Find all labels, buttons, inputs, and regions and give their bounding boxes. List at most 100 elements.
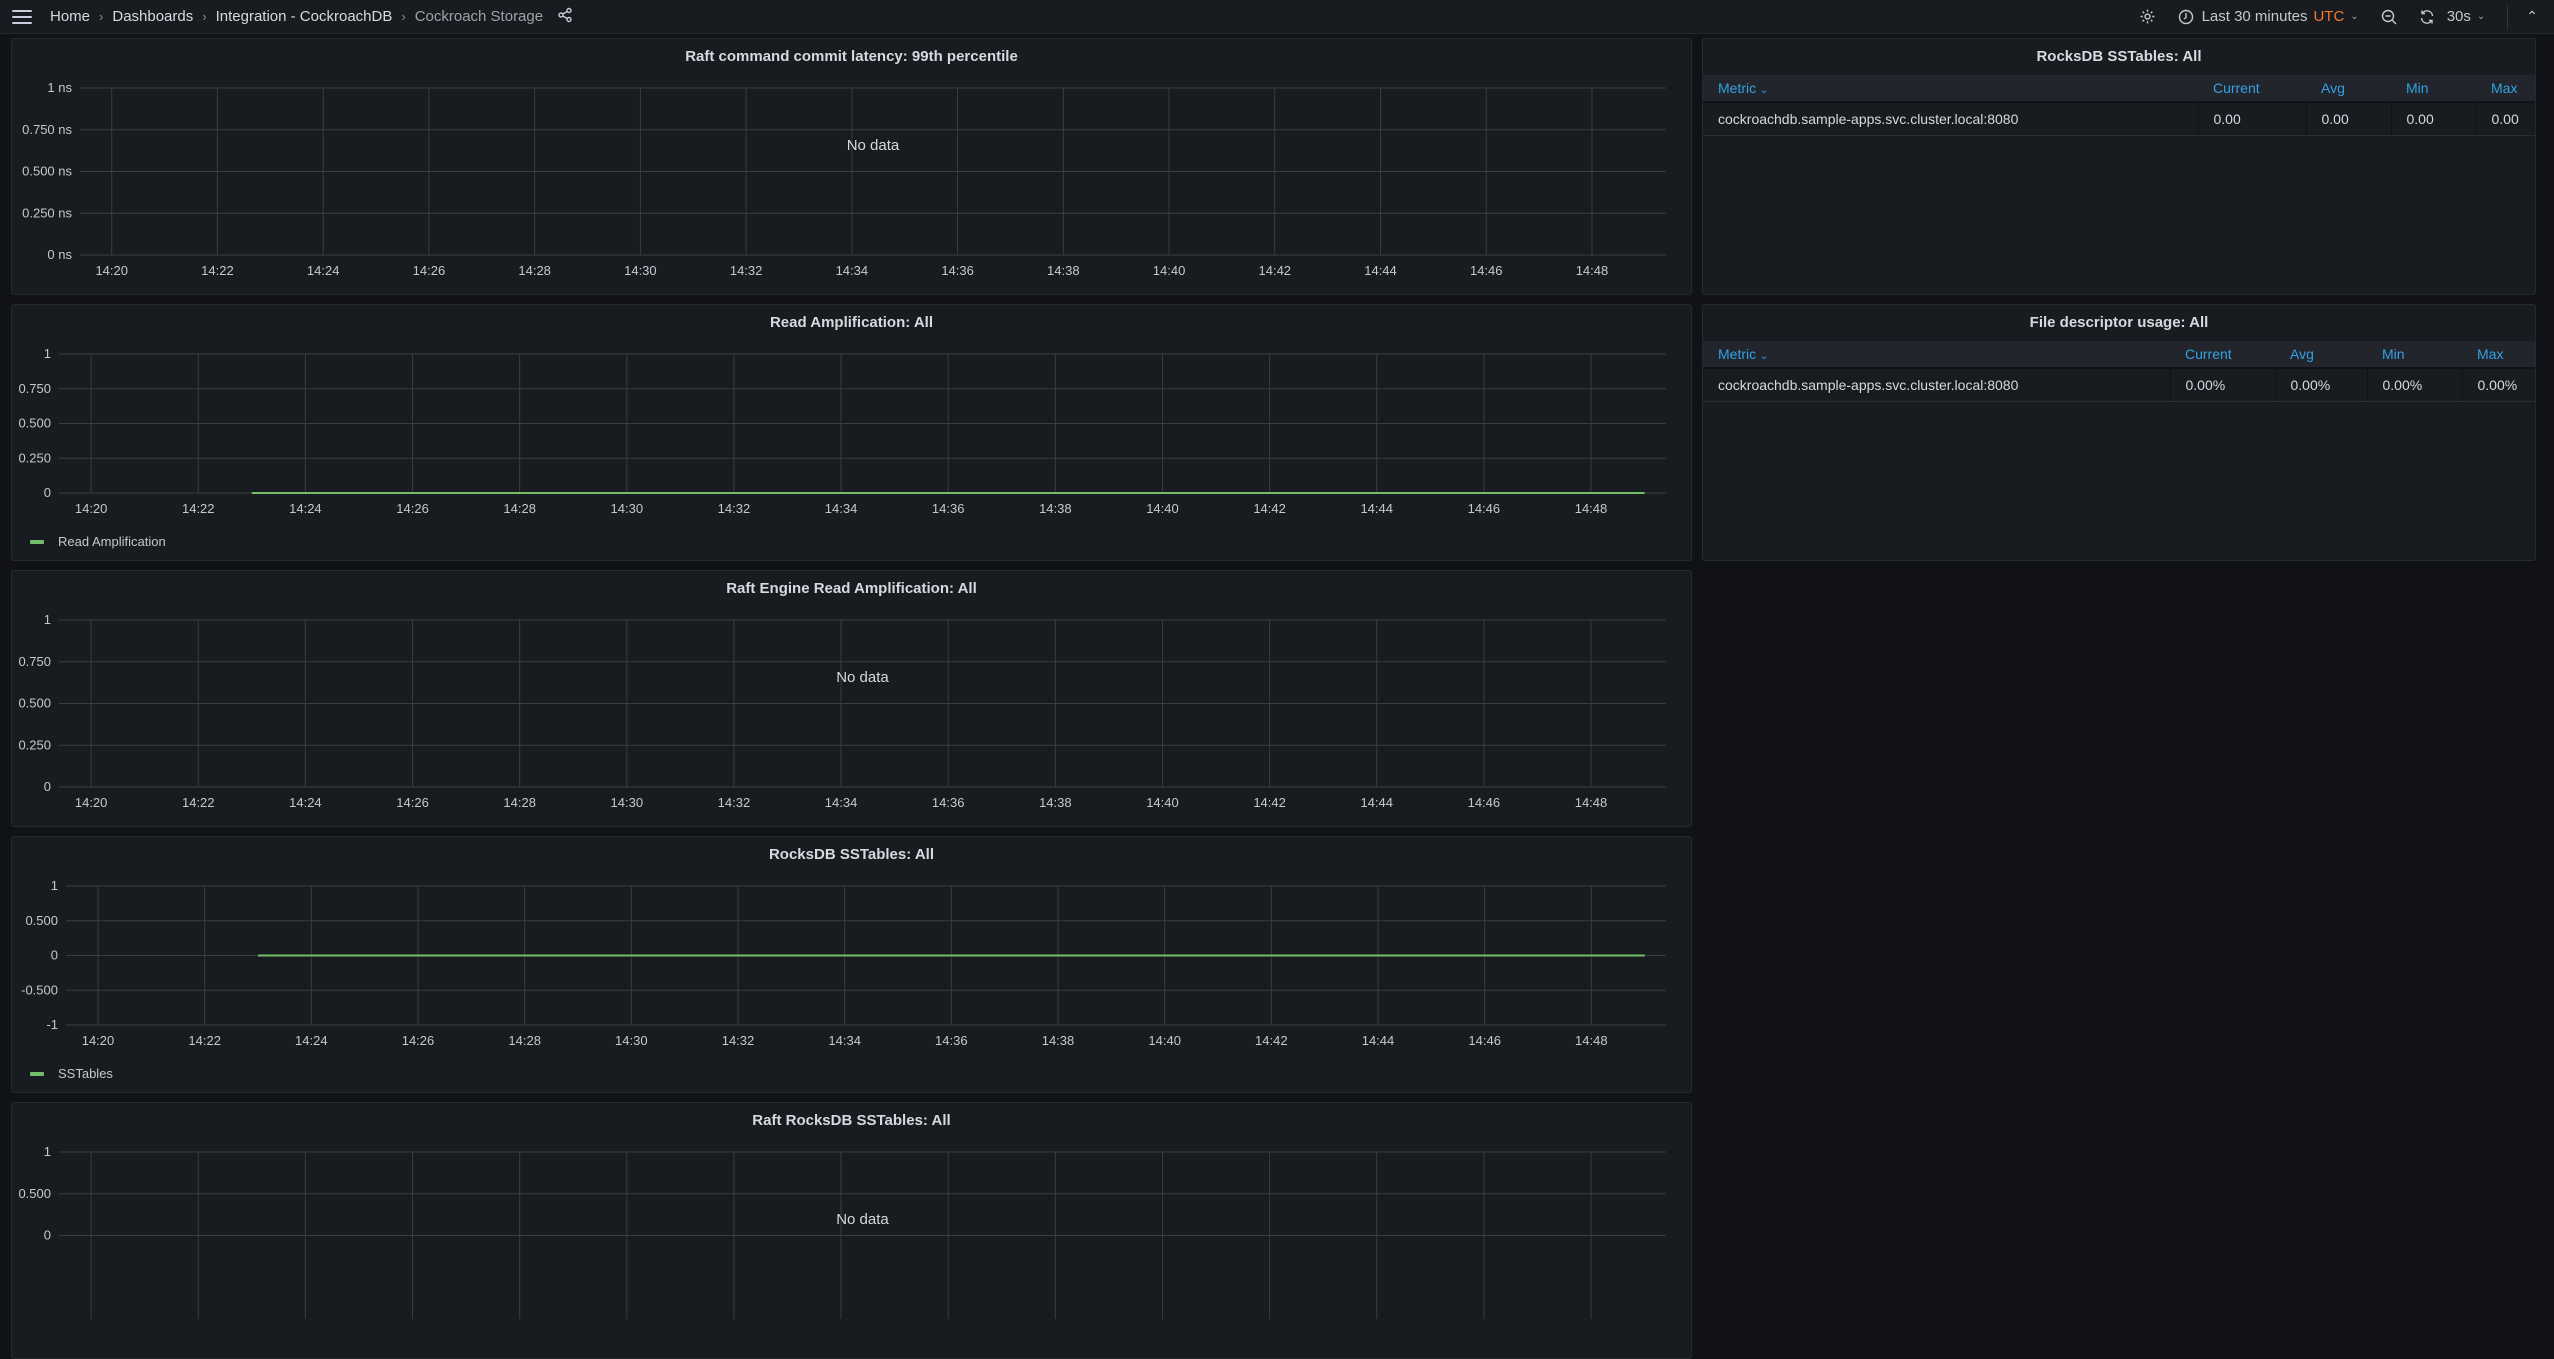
panel-raft-engine-read-amplification: Raft Engine Read Amplification: All 14:2… xyxy=(11,570,1692,827)
x-tick-label: 14:34 xyxy=(836,263,869,278)
x-tick-label: 14:42 xyxy=(1253,795,1286,810)
x-tick-label: 14:48 xyxy=(1576,263,1609,278)
timezone: UTC xyxy=(2313,8,2345,25)
column-header-metric[interactable]: Metric ⌄ xyxy=(1703,341,2170,369)
x-tick-label: 14:32 xyxy=(722,1033,755,1048)
y-tick-label: 0.500 xyxy=(25,913,58,928)
metric-name: cockroachdb.sample-apps.svc.cluster.loca… xyxy=(1703,102,2199,136)
x-tick-label: 14:32 xyxy=(718,501,751,516)
panel-title: Raft RocksDB SSTables: All xyxy=(752,1112,951,1129)
y-tick-label: 0.250 ns xyxy=(22,205,72,220)
chevron-right-icon: › xyxy=(202,9,207,24)
x-tick-label: 14:38 xyxy=(1039,501,1072,516)
y-tick-label: 0.750 xyxy=(18,654,51,669)
top-bar: Home › Dashboards › Integration - Cockro… xyxy=(0,0,2554,34)
x-tick-label: 14:22 xyxy=(188,1033,221,1048)
x-tick-label: 14:24 xyxy=(295,1033,328,1048)
x-tick-label: 14:38 xyxy=(1047,263,1080,278)
x-tick-label: 14:44 xyxy=(1364,263,1397,278)
chevron-up-icon[interactable]: ⌃ xyxy=(2526,8,2538,24)
column-header-avg[interactable]: Avg xyxy=(2275,341,2367,369)
x-tick-label: 14:26 xyxy=(396,795,429,810)
column-header-metric[interactable]: Metric ⌄ xyxy=(1703,75,2198,103)
chevron-down-icon: ⌄ xyxy=(1760,85,1769,96)
breadcrumb-folder[interactable]: Integration - CockroachDB xyxy=(215,8,393,25)
avg-value: 0.00 xyxy=(2306,102,2392,136)
table-row: cockroachdb.sample-apps.svc.cluster.loca… xyxy=(1703,368,2535,402)
refresh-interval: 30s xyxy=(2446,8,2471,25)
legend-item[interactable]: Read Amplification xyxy=(30,534,166,549)
panel-rocksdb-sstables-table: RocksDB SSTables: All Metric ⌄ Current A… xyxy=(1702,38,2536,295)
x-tick-label: 14:36 xyxy=(941,263,974,278)
current-value: 0.00% xyxy=(2170,368,2276,402)
column-header-avg[interactable]: Avg xyxy=(2306,75,2391,103)
x-tick-label: 14:34 xyxy=(825,795,858,810)
avg-value: 0.00% xyxy=(2275,368,2368,402)
panel-read-amplification: Read Amplification: All 14:20 14:22 14:24 1… xyxy=(11,304,1692,561)
y-tick-label: 1 xyxy=(44,1144,51,1159)
y-tick-label: 0.500 ns xyxy=(22,164,72,179)
max-value: 0.00% xyxy=(2462,368,2535,402)
min-value: 0.00% xyxy=(2367,368,2463,402)
y-tick-label: -0.500 xyxy=(21,982,58,997)
share-icon[interactable] xyxy=(557,7,573,27)
y-tick-label: 1 xyxy=(44,612,51,627)
breadcrumb-dashboards[interactable]: Dashboards xyxy=(112,8,194,25)
x-tick-label: 14:36 xyxy=(935,1033,968,1048)
x-tick-label: 14:48 xyxy=(1575,501,1608,516)
divider xyxy=(2507,4,2509,29)
zoom-out-icon[interactable] xyxy=(2381,9,2397,25)
x-tick-label: 14:28 xyxy=(503,795,536,810)
y-tick-label: 0.250 xyxy=(18,737,51,752)
x-tick-label: 14:22 xyxy=(201,263,234,278)
x-tick-label: 14:24 xyxy=(289,501,322,516)
column-header-max[interactable]: Max xyxy=(2476,75,2535,103)
x-tick-label: 14:42 xyxy=(1253,501,1286,516)
y-tick-label: 0.250 xyxy=(18,450,51,465)
x-tick-label: 14:46 xyxy=(1468,1033,1501,1048)
breadcrumb-home[interactable]: Home xyxy=(50,8,91,25)
chevron-right-icon: › xyxy=(99,9,104,24)
legend-color-swatch xyxy=(30,1071,44,1076)
chart-plot: 14:20 14:22 14:24 14:26 14:28 14:30 14:32 14:34… xyxy=(21,878,1666,1048)
column-header-current[interactable]: Current xyxy=(2170,341,2275,369)
y-tick-label: 0 xyxy=(44,779,51,794)
refresh-picker[interactable]: 30s ⌄ xyxy=(2419,8,2485,25)
x-tick-label: 14:24 xyxy=(307,263,340,278)
y-tick-label: 0 ns xyxy=(47,247,72,262)
x-tick-label: 14:40 xyxy=(1148,1033,1181,1048)
x-tick-label: 14:44 xyxy=(1360,795,1393,810)
x-tick-label: 14:26 xyxy=(413,263,446,278)
y-tick-label: 1 xyxy=(44,346,51,361)
legend-item[interactable]: SSTables xyxy=(30,1066,113,1081)
column-header-min[interactable]: Min xyxy=(2367,341,2462,369)
x-tick-label: 14:34 xyxy=(825,501,858,516)
y-tick-label: 0.500 xyxy=(18,696,51,711)
x-tick-label: 14:46 xyxy=(1470,263,1503,278)
column-header-min[interactable]: Min xyxy=(2391,75,2476,103)
x-tick-label: 14:38 xyxy=(1039,795,1072,810)
gear-icon[interactable] xyxy=(2139,8,2156,25)
column-header-current[interactable]: Current xyxy=(2198,75,2306,103)
x-tick-label: 14:46 xyxy=(1468,795,1501,810)
x-tick-label: 14:20 xyxy=(75,795,108,810)
x-tick-label: 14:32 xyxy=(718,795,751,810)
y-tick-label: 0.750 ns xyxy=(22,122,72,137)
max-value: 0.00 xyxy=(2476,102,2535,136)
no-data-message: No data xyxy=(836,1211,889,1228)
x-tick-label: 14:46 xyxy=(1468,501,1501,516)
x-tick-label: 14:30 xyxy=(611,501,644,516)
x-tick-label: 14:30 xyxy=(611,795,644,810)
column-header-max[interactable]: Max xyxy=(2462,341,2535,369)
legend-color-swatch xyxy=(30,539,44,544)
no-data-message: No data xyxy=(836,669,889,686)
x-tick-label: 14:26 xyxy=(402,1033,435,1048)
panel-title: Raft Engine Read Amplification: All xyxy=(726,580,977,597)
x-tick-label: 14:40 xyxy=(1146,795,1179,810)
table-row: cockroachdb.sample-apps.svc.cluster.loca… xyxy=(1703,102,2535,136)
menu-icon[interactable] xyxy=(12,9,32,24)
current-value: 0.00 xyxy=(2198,102,2307,136)
metric-name: cockroachdb.sample-apps.svc.cluster.loca… xyxy=(1703,368,2171,402)
time-picker[interactable]: Last 30 minutes UTC ⌄ xyxy=(2178,8,2359,25)
x-tick-label: 14:22 xyxy=(182,795,215,810)
